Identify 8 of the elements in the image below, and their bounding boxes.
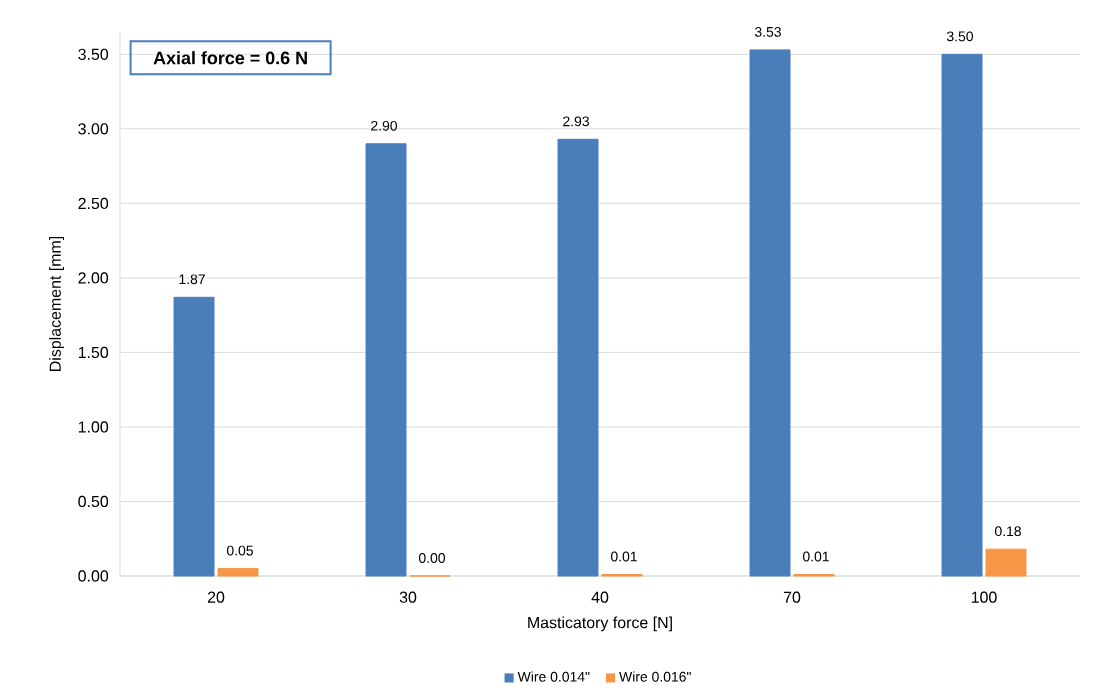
bar <box>173 296 215 577</box>
annotation: Axial force = 0.6 N <box>153 51 307 65</box>
bar <box>557 138 599 577</box>
bar <box>749 49 791 577</box>
bar <box>365 143 407 577</box>
bar <box>985 548 1027 577</box>
bar <box>217 568 259 577</box>
bar <box>941 53 983 577</box>
